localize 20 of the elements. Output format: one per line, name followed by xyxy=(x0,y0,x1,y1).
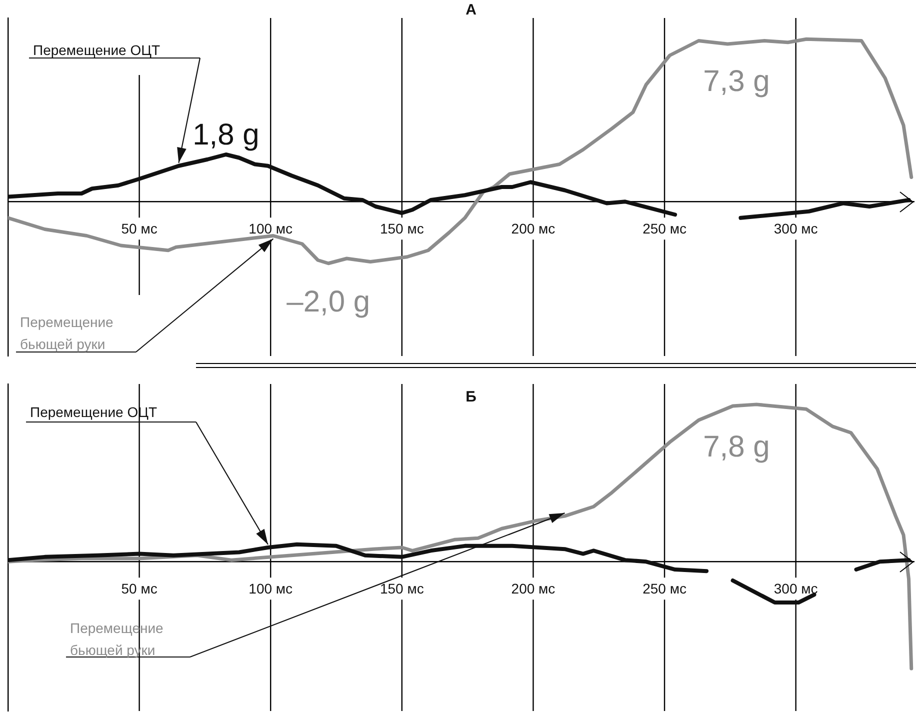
x-tick-label: 150 мс xyxy=(380,580,424,597)
text: Перемещение ОЦТ xyxy=(33,42,160,58)
annotation: 7,3 g xyxy=(703,65,770,98)
annotation: 1,8 g xyxy=(192,118,260,152)
chart-title: А xyxy=(466,2,477,19)
annotation: 7,8 g xyxy=(703,430,770,464)
x-tick-label: 100 мс xyxy=(248,580,293,597)
x-tick-label: 200 мс xyxy=(511,220,556,237)
text: Перемещение бьющей руки xyxy=(20,314,114,352)
x-tick-label: 300 мс xyxy=(774,220,818,237)
x-tick-label: 250 мс xyxy=(642,580,686,597)
x-tick-label: 250 мс xyxy=(642,220,686,237)
x-tick-label: 100 мс xyxy=(248,220,293,237)
x-tick-label: 150 мс xyxy=(380,220,424,237)
x-tick-label: 50 мс xyxy=(121,220,158,237)
x-tick-label: 200 мс xyxy=(511,580,556,597)
annotation: –2,0 g xyxy=(286,285,370,318)
x-tick-label: 300 мс xyxy=(774,580,818,597)
x-tick-label: 50 мс xyxy=(121,580,158,597)
chart-title: Б xyxy=(466,388,477,406)
